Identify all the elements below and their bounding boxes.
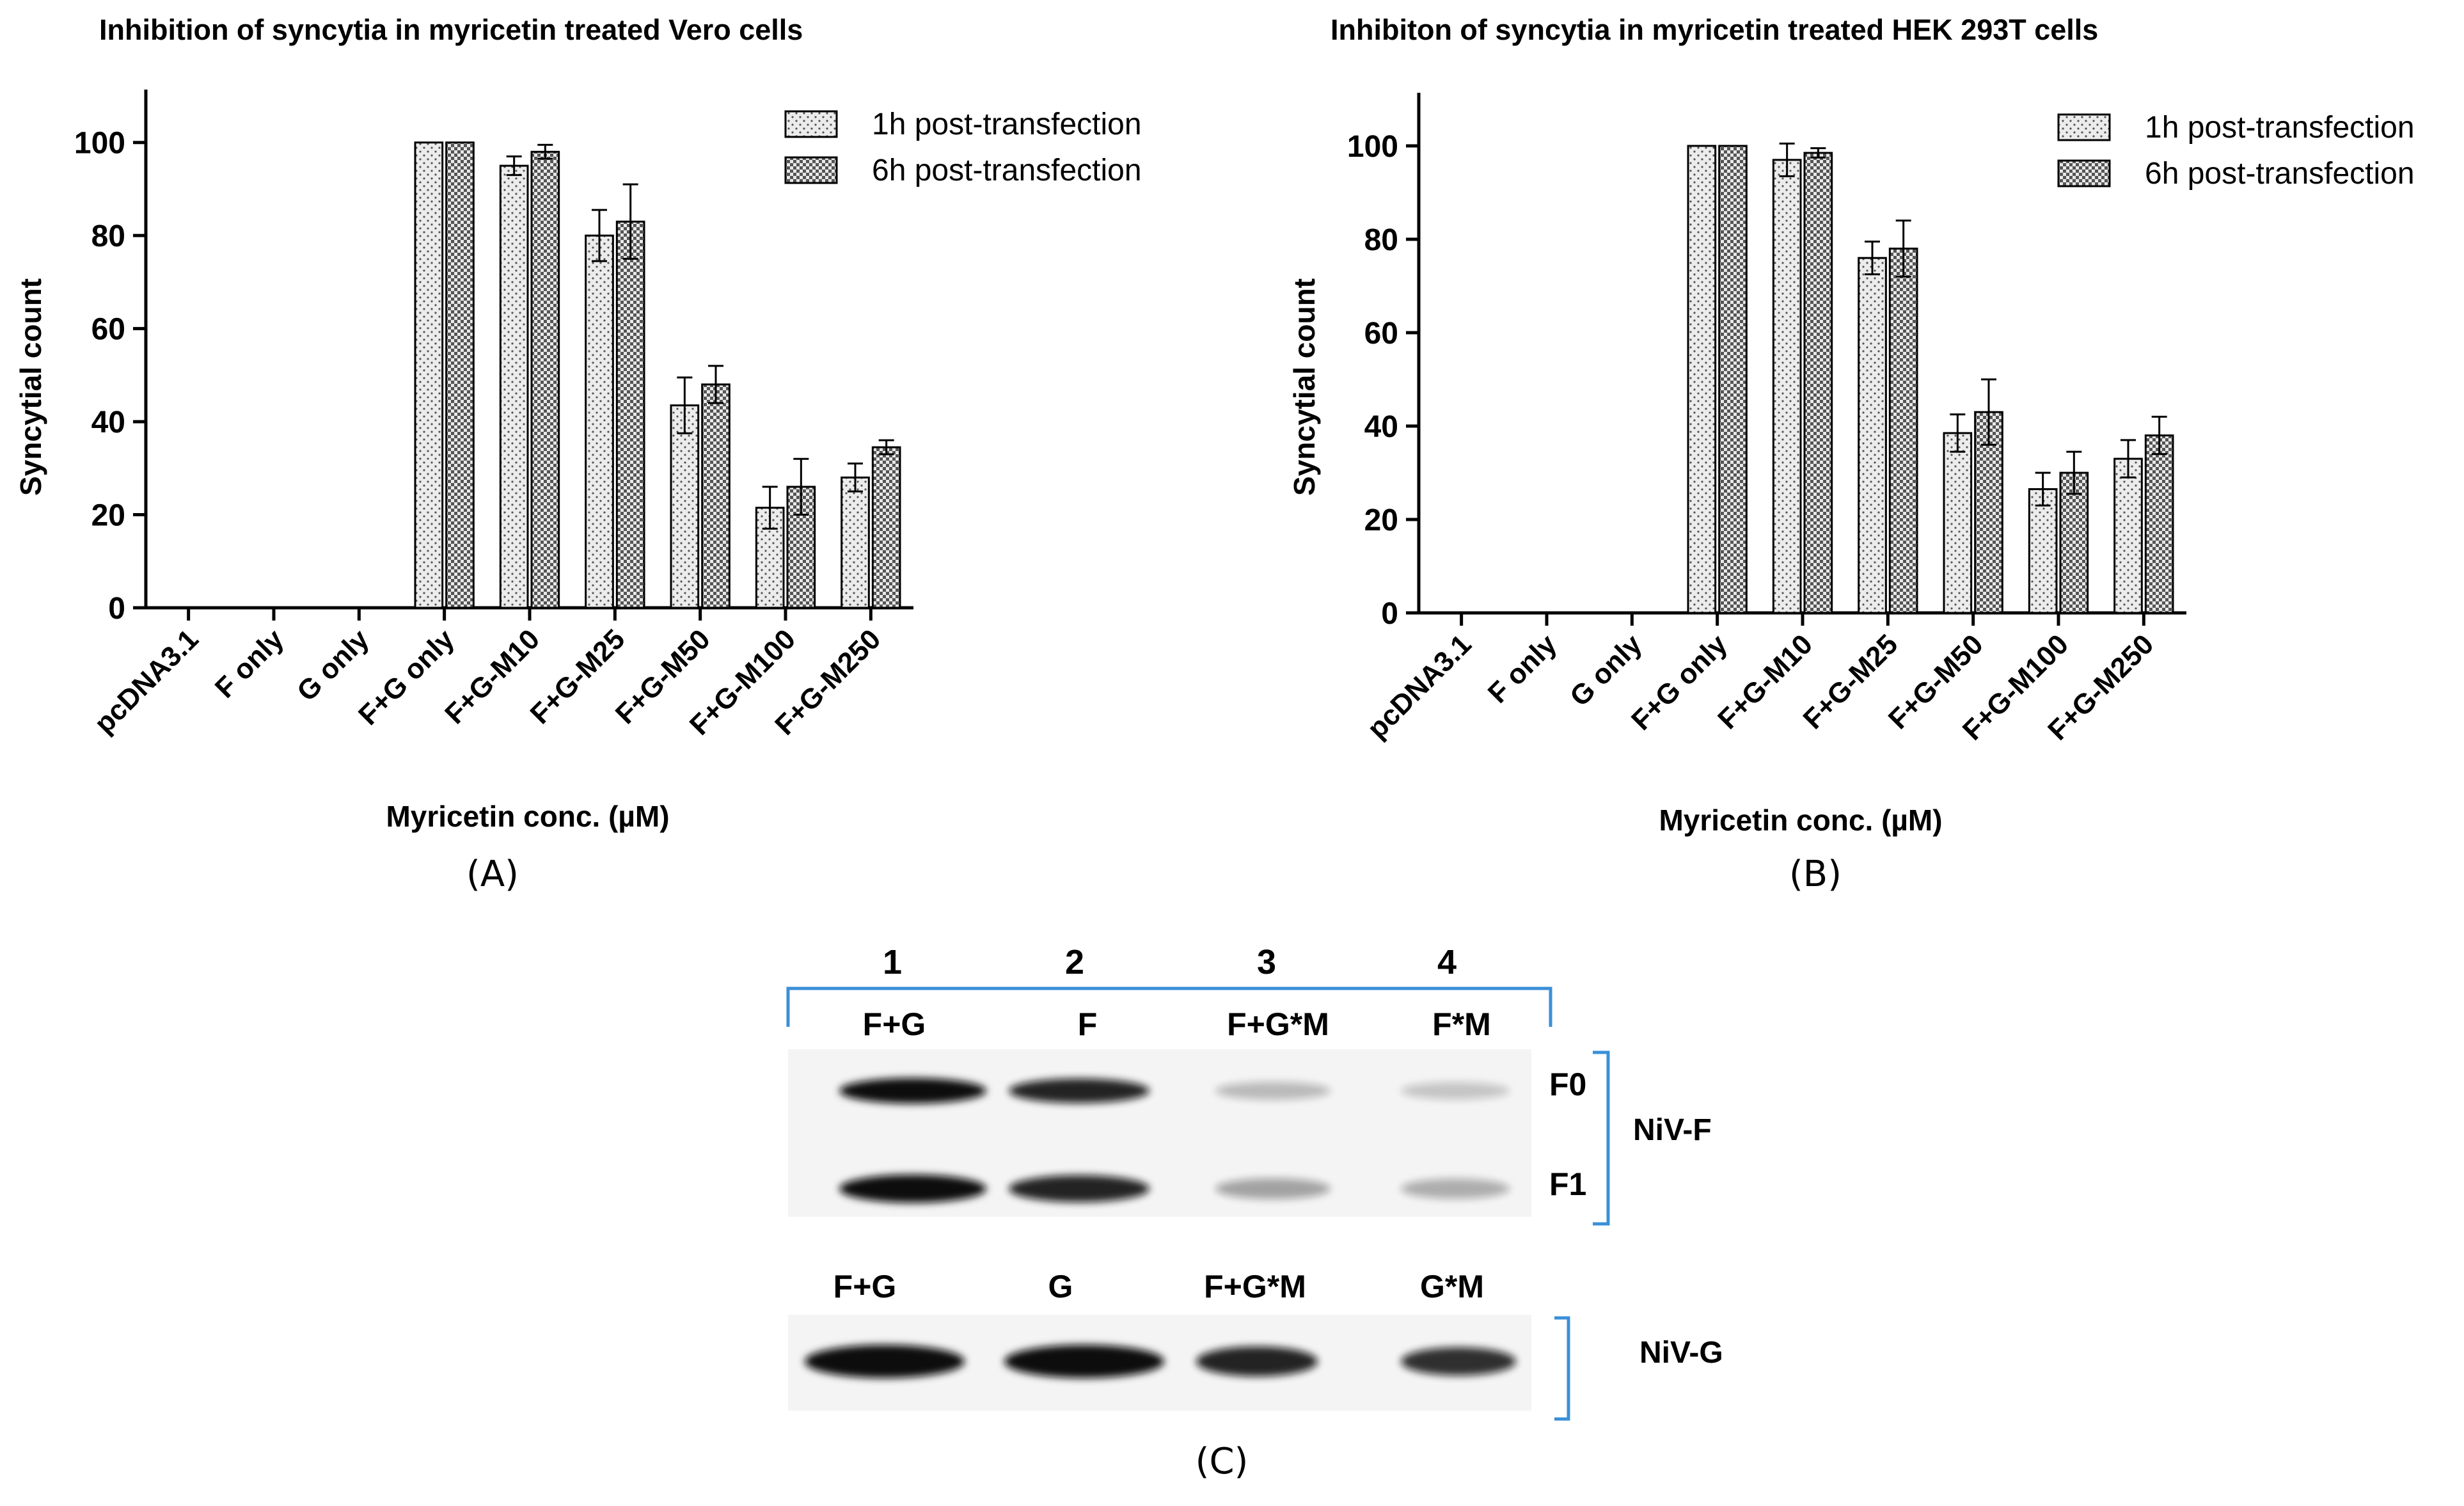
blot-band bbox=[1401, 1082, 1510, 1100]
y-tick-label: 20 bbox=[91, 499, 125, 533]
legend-label: 1h post-transfection bbox=[2145, 111, 2415, 145]
group-label-nivf: NiV-F bbox=[1633, 1113, 1712, 1147]
x-tick-label: F only bbox=[1482, 628, 1563, 709]
band-label-f0: F0 bbox=[1549, 1066, 1586, 1102]
legend-label: 6h post-transfection bbox=[2145, 157, 2415, 191]
legend-swatch bbox=[784, 110, 838, 138]
bar bbox=[871, 446, 901, 609]
y-tick-label: 60 bbox=[1364, 317, 1398, 351]
y-tick-label: 100 bbox=[1347, 130, 1398, 164]
x-axis-label: Myricetin conc. (µM) bbox=[1659, 804, 1942, 837]
legend-label: 6h post-transfection bbox=[872, 154, 1142, 187]
f-lane-label: F+G bbox=[863, 1006, 926, 1042]
f1-bands bbox=[839, 1175, 1510, 1203]
legend-swatch bbox=[784, 156, 838, 184]
x-tick-label: G only bbox=[291, 623, 375, 708]
blot-band bbox=[1009, 1078, 1149, 1104]
legend: 1h post-transfection 6h post-transfection bbox=[2057, 111, 2415, 191]
chart-title: Inhibiton of syncytia in myricetin treat… bbox=[1331, 13, 2098, 46]
panel-label-c: (C) bbox=[1196, 1441, 1249, 1482]
g-lane-label: G bbox=[1048, 1269, 1073, 1304]
g-lane-label: G*M bbox=[1420, 1269, 1484, 1304]
chart-title: Inhibition of syncytia in myricetin trea… bbox=[99, 13, 803, 46]
y-tick-label: 80 bbox=[1364, 223, 1398, 257]
blot-band bbox=[1004, 1345, 1164, 1378]
chart-hek293t: Inhibiton of syncytia in myricetin treat… bbox=[1288, 13, 2415, 837]
lane-number: 3 bbox=[1257, 943, 1276, 981]
y-tick-label: 20 bbox=[1364, 503, 1398, 537]
bar bbox=[1858, 257, 1887, 614]
y-tick-label: 60 bbox=[91, 313, 125, 347]
blot-band bbox=[1215, 1178, 1331, 1200]
bar bbox=[530, 150, 560, 609]
f-lane-label: F+G*M bbox=[1227, 1006, 1329, 1042]
y-tick-label: 80 bbox=[91, 219, 125, 253]
x-tick-label: G only bbox=[1564, 628, 1648, 713]
legend-label: 1h post-transfection bbox=[872, 107, 1142, 141]
lane-number: 4 bbox=[1437, 943, 1457, 981]
bar bbox=[670, 404, 700, 609]
bar bbox=[445, 141, 475, 609]
g-lane-label: F+G bbox=[833, 1269, 897, 1304]
blot-band bbox=[1401, 1178, 1510, 1199]
y-axis-label: Syncytial count bbox=[14, 278, 47, 496]
chart-vero: Inhibition of syncytia in myricetin trea… bbox=[14, 13, 1142, 833]
f-group-bracket bbox=[1593, 1050, 1610, 1226]
panel-label-b: (B) bbox=[1789, 853, 1842, 895]
x-tick-label: F only bbox=[209, 623, 290, 704]
bar bbox=[1943, 432, 1973, 614]
x-tick-label: pcDNA3.1 bbox=[1361, 628, 1478, 745]
x-axis-label: Myricetin conc. (µM) bbox=[386, 800, 669, 833]
blot-band bbox=[1009, 1175, 1149, 1203]
y-tick-label: 0 bbox=[1381, 597, 1398, 631]
y-tick-label: 40 bbox=[1364, 410, 1398, 444]
bar bbox=[499, 164, 529, 609]
lane-number: 1 bbox=[883, 943, 902, 981]
y-tick-label: 100 bbox=[74, 127, 125, 161]
y-axis-label: Syncytial count bbox=[1288, 278, 1321, 496]
legend: 1h post-transfection 6h post-transfection bbox=[784, 107, 1142, 187]
lane-number: 2 bbox=[1065, 943, 1084, 981]
y-tick-label: 0 bbox=[108, 592, 125, 626]
f0-bands bbox=[839, 1078, 1510, 1104]
g-group-bracket bbox=[1554, 1316, 1570, 1421]
legend-swatch bbox=[2057, 113, 2111, 141]
band-label-f1: F1 bbox=[1549, 1166, 1586, 1202]
bar bbox=[414, 141, 444, 609]
bar bbox=[2028, 488, 2058, 614]
bar bbox=[1888, 248, 1918, 614]
bar bbox=[615, 220, 645, 609]
blot-band bbox=[1196, 1346, 1318, 1377]
blot-band bbox=[805, 1345, 965, 1378]
bar bbox=[1687, 145, 1717, 614]
x-tick-label: pcDNA3.1 bbox=[88, 623, 205, 740]
g-bands bbox=[805, 1345, 1516, 1378]
blot-band bbox=[839, 1175, 986, 1203]
bar bbox=[2144, 434, 2174, 614]
f-lane-label: F*M bbox=[1432, 1006, 1491, 1042]
bar bbox=[585, 234, 614, 609]
bar bbox=[1772, 159, 1802, 614]
bar bbox=[2113, 457, 2143, 614]
g-lane-label: F+G*M bbox=[1204, 1269, 1306, 1304]
blot-band bbox=[1215, 1082, 1331, 1100]
bar bbox=[841, 476, 870, 609]
blot-band bbox=[839, 1078, 986, 1104]
bar bbox=[1803, 152, 1833, 614]
panel-label-a: (A) bbox=[466, 853, 519, 895]
lane-bracket bbox=[786, 987, 1552, 1027]
legend-swatch bbox=[2057, 159, 2111, 187]
bar bbox=[701, 383, 731, 609]
western-blot: 1 2 3 4 F+G F F+G*M F*M F0 F1 NiV-F F+G … bbox=[786, 943, 1723, 1421]
y-tick-label: 40 bbox=[91, 406, 125, 440]
blot-band bbox=[1401, 1347, 1516, 1376]
bar bbox=[1718, 145, 1748, 614]
f-lane-label: F bbox=[1078, 1006, 1098, 1042]
group-label-nivg: NiV-G bbox=[1639, 1336, 1723, 1370]
